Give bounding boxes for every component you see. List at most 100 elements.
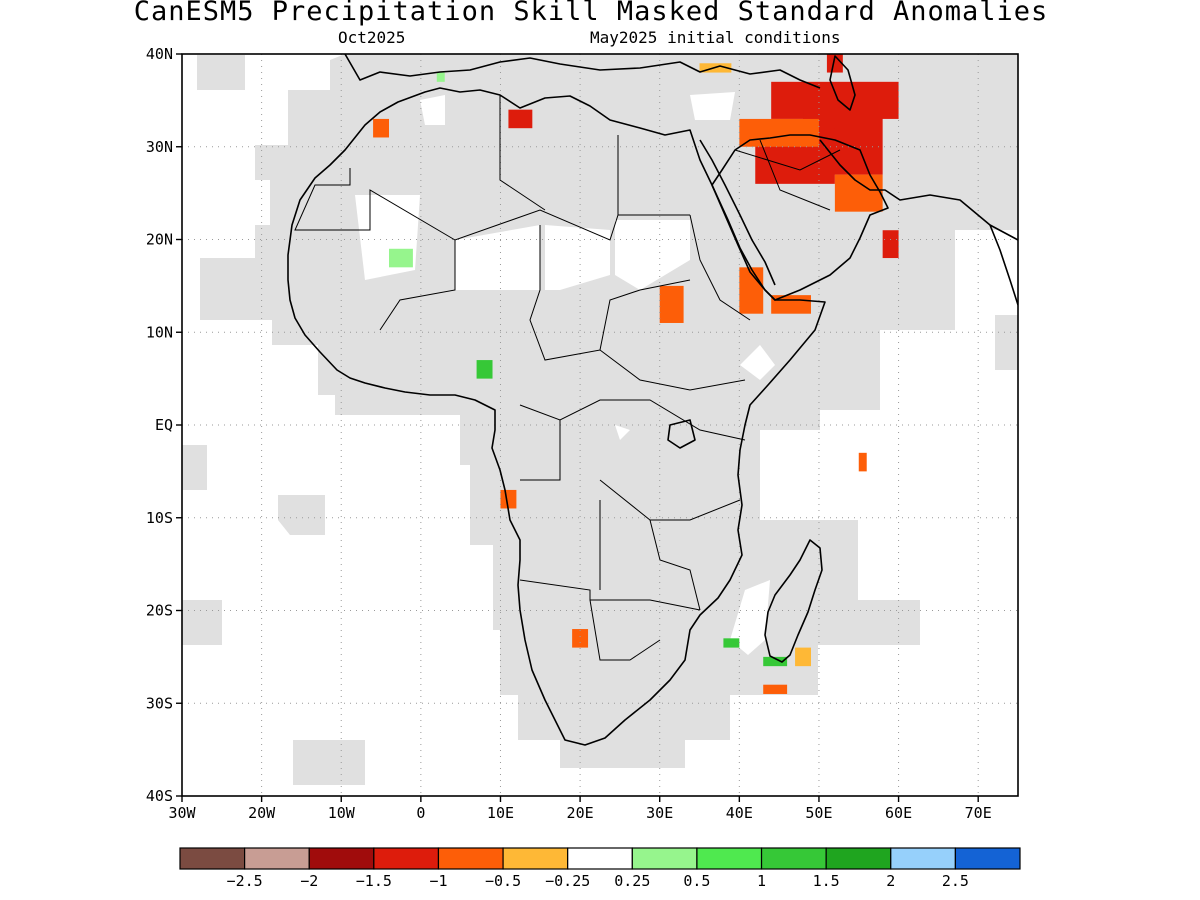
latitude-labels: 40N 30N 20N 10N EQ 10S 20S 30S 40S (146, 45, 182, 805)
anomaly-cell (795, 647, 811, 667)
colorbar: −2.5 −2 −1.5 −1 −0.5 −0.25 0.25 0.5 1 1.5 2 2.5 (179, 847, 1021, 890)
mask-arabian-sea-east (995, 315, 1018, 370)
anomaly-cell (389, 248, 413, 268)
red-sea-coast (699, 139, 776, 286)
anomaly-cell (882, 230, 899, 259)
mask-africa-region (255, 54, 1018, 768)
anomaly-cell (476, 360, 493, 379)
latitude-label: EQ (155, 416, 173, 434)
madagascar-coastline (764, 539, 823, 663)
skill-mask-layer (182, 54, 1018, 785)
unmasked-sudan (615, 220, 690, 290)
colorbar-label: −2 (300, 872, 318, 890)
latitude-label: 10S (146, 509, 173, 527)
colorbar-label: 0.25 (614, 872, 650, 890)
latitude-label: 40N (146, 45, 173, 63)
unmasked-mozambique-channel (730, 580, 770, 655)
arabia-coastline (711, 134, 889, 301)
mask-indian-ocean (860, 600, 920, 645)
unmasked-east-africa (740, 345, 775, 380)
colorbar-swatch (760, 847, 827, 870)
longitude-label: 10W (328, 804, 356, 822)
country-borders (294, 95, 841, 661)
colorbar-label: 0.5 (683, 872, 710, 890)
forecast-month-label: Oct2025 (338, 28, 406, 47)
anomaly-cell (858, 452, 867, 472)
anomaly-cell (763, 656, 788, 667)
graticule (182, 54, 1018, 796)
longitude-label: 70E (965, 804, 992, 822)
africa-coastline (287, 87, 826, 746)
colorbar-label: 2.5 (942, 872, 969, 890)
colorbar-label: −0.25 (545, 872, 590, 890)
longitude-label: 20E (567, 804, 594, 822)
unmasked-indian-ocean (760, 430, 820, 520)
unmasked-sahel (545, 225, 610, 290)
iran-coastline (819, 139, 1018, 241)
india-coastline (989, 224, 1018, 306)
unmasked-med-west (420, 95, 445, 125)
latitude-label: 40S (146, 787, 173, 805)
unmasked-congo (615, 425, 630, 440)
longitude-label: 10E (487, 804, 514, 822)
colorbar-swatch (954, 847, 1021, 870)
longitude-label: 20W (248, 804, 276, 822)
longitude-label: 40E (726, 804, 753, 822)
unmasked-arabia-sea (880, 230, 1000, 410)
anomaly-cell (659, 285, 684, 323)
colorbar-swatch (631, 847, 698, 870)
anomaly-cell (500, 489, 517, 509)
mask-cape-verde (200, 258, 258, 320)
unmasked-med-east (690, 92, 735, 120)
anomaly-cell (771, 295, 811, 314)
colorbar-label: 2 (886, 872, 895, 890)
anomaly-cell (436, 72, 445, 82)
longitude-label: 60E (885, 804, 912, 822)
latitude-label: 30S (146, 694, 173, 712)
longitude-label: 30W (168, 804, 196, 822)
colorbar-label: −1.5 (356, 872, 392, 890)
mask-atlantic-blob (278, 495, 325, 535)
map-title: CanESM5 Precipitation Skill Masked Stand… (133, 0, 1049, 27)
initial-conditions-label: May2025 initial conditions (590, 28, 841, 47)
latitude-label: 30N (146, 138, 173, 156)
europe-coastline (344, 54, 821, 89)
anomaly-cell (763, 684, 788, 694)
mask-south-atlantic (293, 740, 365, 785)
colorbar-swatch (244, 847, 310, 870)
colorbar-swatch (308, 847, 375, 870)
caspian-coastline (829, 55, 856, 111)
colorbar-label: 1 (757, 872, 766, 890)
colorbar-swatch (502, 847, 569, 870)
longitude-label: 30E (646, 804, 673, 822)
mask-atlantic-island (182, 445, 207, 490)
colorbar-swatch (437, 847, 504, 870)
latitude-label: 20S (146, 602, 173, 620)
anomaly-cell (508, 109, 533, 129)
colorbar-swatch (825, 847, 892, 870)
anomaly-cell (373, 118, 390, 138)
longitude-label: 0 (416, 804, 425, 822)
colorbar-swatch (567, 847, 633, 870)
colorbar-label: −1 (429, 872, 447, 890)
colorbar-swatch (696, 847, 763, 870)
latitude-label: 20N (146, 231, 173, 249)
mask-canaries (197, 55, 245, 90)
colorbar-label: −2.5 (227, 872, 263, 890)
anomaly-cell (834, 174, 883, 212)
anomaly-cell (739, 118, 819, 147)
anomaly-cell (826, 54, 843, 73)
anomaly-layer (373, 54, 899, 694)
colorbar-swatch (373, 847, 440, 870)
latitude-label: 10N (146, 323, 173, 341)
anomaly-cell (572, 629, 589, 648)
longitude-label: 50E (805, 804, 832, 822)
colorbar-swatch (179, 847, 246, 870)
mask-south-america-west (182, 600, 222, 645)
colorbar-label: 1.5 (813, 872, 840, 890)
anomaly-cell (723, 638, 740, 648)
colorbar-label: −0.5 (485, 872, 521, 890)
coastlines (287, 54, 1018, 746)
colorbar-swatch (890, 847, 956, 870)
